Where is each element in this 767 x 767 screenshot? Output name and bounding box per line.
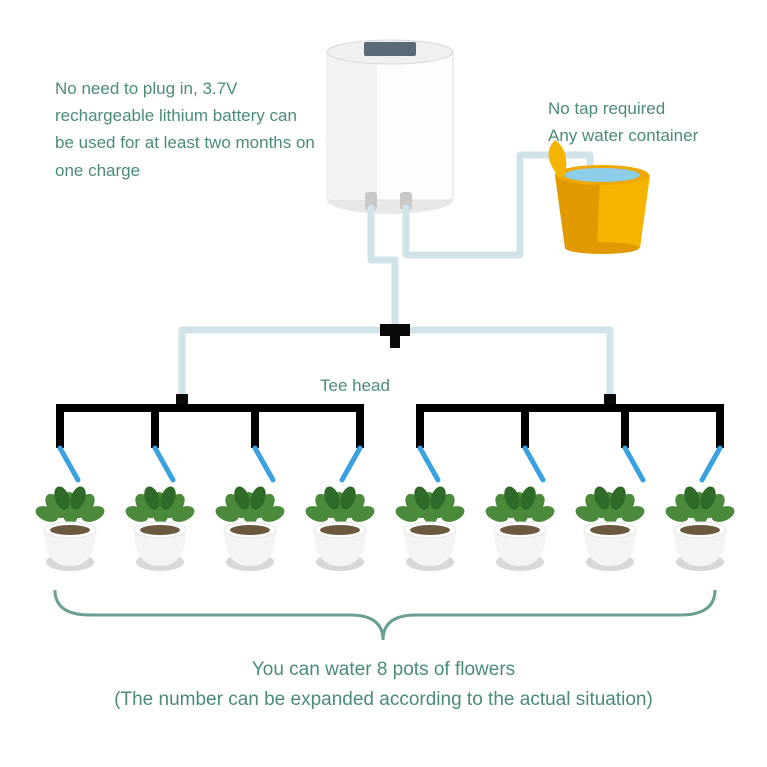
- plant-icon: [300, 470, 380, 575]
- tap-note-line1: No tap required: [548, 95, 698, 122]
- tap-note-line2: Any water container: [548, 122, 698, 149]
- tee-connector: [380, 324, 410, 348]
- plant-pot: [120, 470, 200, 575]
- plant-pot: [480, 470, 560, 575]
- plant-icon: [480, 470, 560, 575]
- footer-text: You can water 8 pots of flowers (The num…: [0, 655, 767, 716]
- plant-icon: [660, 470, 740, 575]
- plant-pot: [660, 470, 740, 575]
- tap-note: No tap required Any water container: [548, 95, 698, 149]
- plant-row: [30, 470, 740, 575]
- black-vertical-drops: [60, 406, 720, 448]
- plant-icon: [120, 470, 200, 575]
- plant-pot: [570, 470, 650, 575]
- plant-pot: [390, 470, 470, 575]
- plant-pot: [300, 470, 380, 575]
- tee-head-label: Tee head: [320, 372, 390, 399]
- curly-brace: [55, 590, 715, 640]
- footer-line2: (The number can be expanded according to…: [0, 685, 767, 715]
- watering-device: [327, 40, 453, 214]
- plant-pot: [30, 470, 110, 575]
- plant-icon: [390, 470, 470, 575]
- footer-line1: You can water 8 pots of flowers: [0, 655, 767, 685]
- tube-down-to-tee: [371, 208, 395, 330]
- battery-note: No need to plug in, 3.7V rechargeable li…: [55, 75, 320, 184]
- plant-pot: [210, 470, 290, 575]
- water-bucket: [549, 140, 650, 254]
- plant-icon: [570, 470, 650, 575]
- plant-icon: [210, 470, 290, 575]
- plant-icon: [30, 470, 110, 575]
